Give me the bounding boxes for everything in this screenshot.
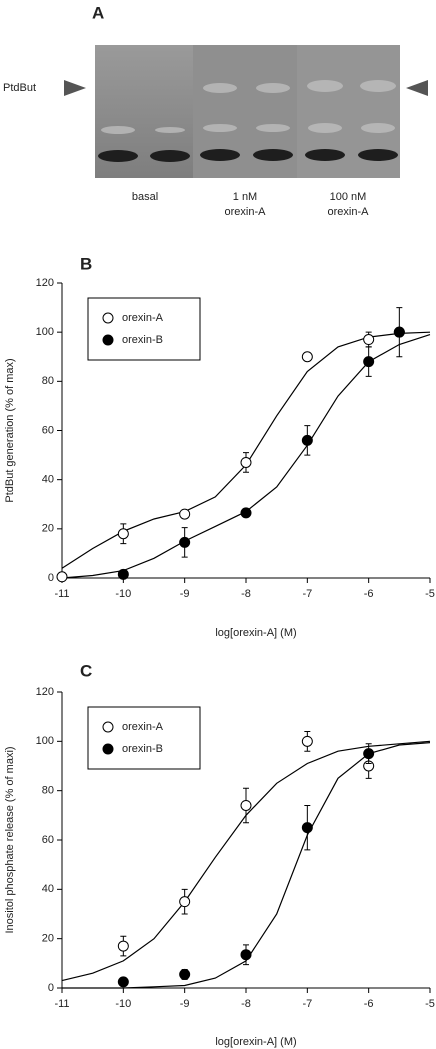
legend-label: orexin-A: [122, 721, 164, 733]
lane-label: basal: [132, 191, 158, 203]
data-point: [363, 334, 375, 346]
x-tick-label: -8: [241, 588, 251, 600]
lane-label: orexin-A: [328, 206, 370, 218]
data-point: [56, 571, 68, 583]
x-tick-label: -6: [364, 588, 374, 600]
fit-curve: [61, 331, 431, 569]
y-tick-label: 40: [42, 883, 54, 895]
x-tick-label: -9: [180, 998, 190, 1010]
x-tick-label: -10: [115, 588, 131, 600]
legend-marker: [102, 334, 114, 346]
data-point: [301, 822, 313, 834]
legend-marker: [102, 312, 114, 324]
data-point: [393, 326, 405, 338]
panel-label: A: [92, 3, 104, 22]
y-tick-label: 100: [36, 326, 54, 338]
y-tick-label: 40: [42, 474, 54, 486]
data-point: [301, 735, 313, 747]
y-tick-label: 60: [42, 834, 54, 846]
legend-marker: [102, 743, 114, 755]
panel-label: B: [80, 254, 92, 273]
x-tick-label: -7: [302, 588, 312, 600]
x-axis-label: log[orexin-A] (M): [215, 627, 296, 639]
y-tick-label: 120: [36, 277, 54, 289]
lane-label: 1 nM: [233, 191, 257, 203]
data-point: [301, 434, 313, 446]
legend-label: orexin-B: [122, 743, 163, 755]
data-point: [240, 799, 252, 811]
data-point: [117, 568, 129, 580]
x-tick-label: -6: [364, 998, 374, 1010]
data-point: [179, 968, 191, 980]
legend-box: [87, 706, 201, 770]
x-axis-label: log[orexin-A] (M): [215, 1036, 296, 1048]
legend-marker: [102, 721, 114, 733]
x-tick-label: -8: [241, 998, 251, 1010]
lane-label: orexin-A: [225, 206, 267, 218]
x-tick-label: -10: [115, 998, 131, 1010]
x-tick-label: -11: [54, 998, 69, 1010]
y-tick-label: 120: [36, 686, 54, 698]
y-axis-label: Inositol phosphate release (% of maxi): [4, 746, 16, 933]
panel-label: C: [80, 661, 92, 680]
x-tick-label: -5: [425, 998, 435, 1010]
x-tick-label: -11: [54, 588, 69, 600]
y-axis-label: PtdBut generation (% of max): [4, 358, 16, 502]
y-tick-label: 80: [42, 375, 54, 387]
y-tick-label: 20: [42, 523, 54, 535]
y-tick-label: 80: [42, 785, 54, 797]
y-tick-label: 0: [48, 572, 54, 584]
data-point: [117, 940, 129, 952]
y-tick-label: 100: [36, 735, 54, 747]
legend-box: [87, 297, 201, 361]
legend-label: orexin-A: [122, 312, 164, 324]
data-point: [179, 536, 191, 548]
x-tick-label: -9: [180, 588, 190, 600]
band-label: PtdBut: [3, 82, 36, 94]
data-point: [117, 976, 129, 988]
y-tick-label: 20: [42, 933, 54, 945]
data-point: [363, 748, 375, 760]
x-tick-label: -7: [302, 998, 312, 1010]
data-point: [363, 356, 375, 368]
data-point: [179, 508, 191, 520]
x-tick-label: -5: [425, 588, 435, 600]
data-point: [240, 949, 252, 961]
data-point: [117, 528, 129, 540]
lane-label: 100 nM: [330, 191, 367, 203]
gel: [64, 45, 428, 178]
y-tick-label: 60: [42, 424, 54, 436]
legend-label: orexin-B: [122, 334, 163, 346]
data-point: [179, 896, 191, 908]
data-point: [240, 456, 252, 468]
data-point: [240, 507, 252, 519]
data-point: [301, 351, 313, 363]
y-tick-label: 0: [48, 982, 54, 994]
